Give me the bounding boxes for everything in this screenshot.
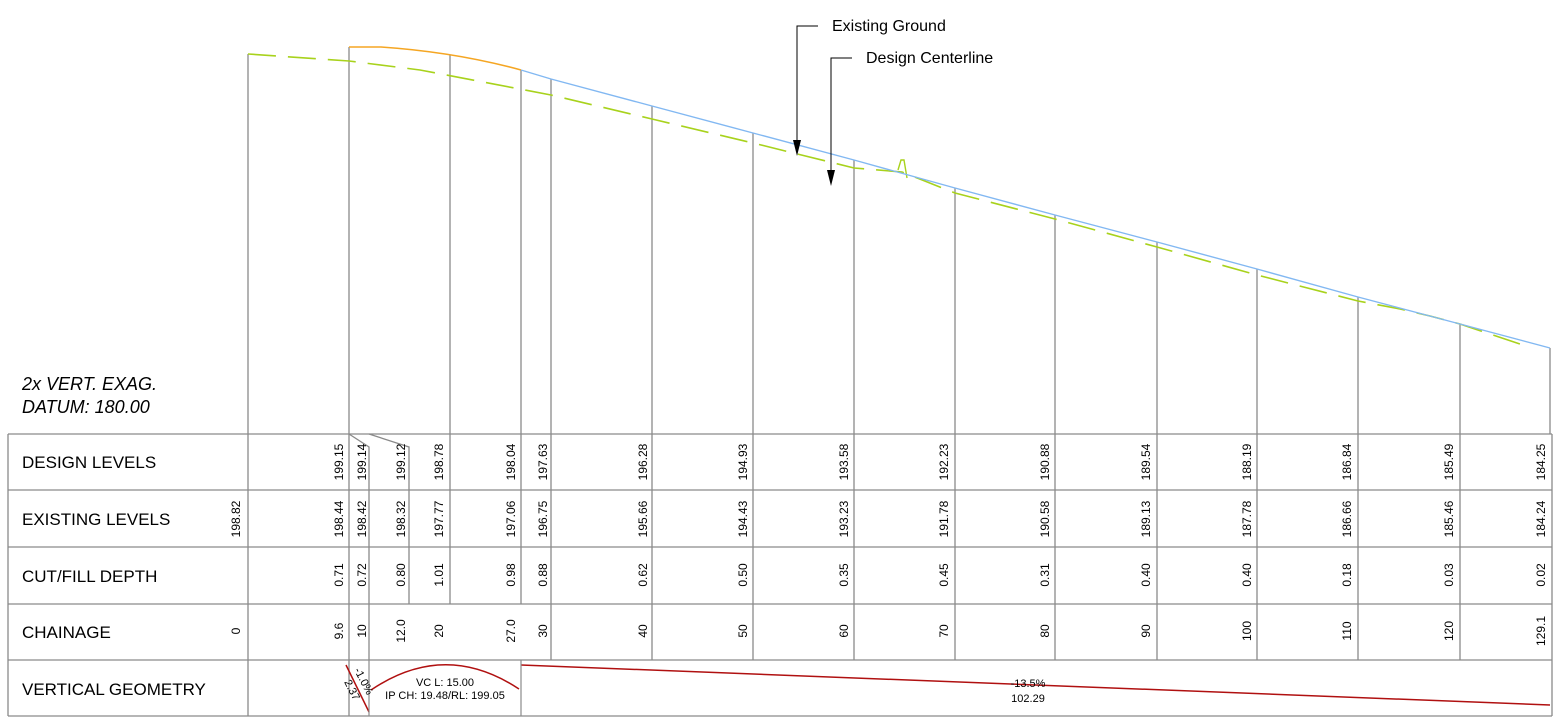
design-level-value: 189.54 — [1139, 443, 1153, 480]
cut-fill-value: 0.88 — [536, 563, 550, 587]
existing-level-value: 195.66 — [636, 500, 650, 537]
design-centerline-label: Design Centerline — [866, 50, 993, 67]
chainage-value: 12.0 — [394, 619, 408, 643]
data-table — [7, 433, 1553, 717]
cut-fill-value: 0.40 — [1139, 563, 1153, 587]
chainage-value: 80 — [1038, 624, 1052, 638]
arrow-head-icon — [827, 170, 835, 186]
cut-fill-value: 0.62 — [636, 563, 650, 587]
table-column-line — [368, 433, 410, 604]
vert-exag-note: 2x VERT. EXAG. — [22, 374, 158, 394]
table-column-lines — [247, 433, 1461, 716]
existing-level-value: 197.06 — [504, 500, 518, 537]
chainage-value: 40 — [636, 624, 650, 638]
design-level-value: 185.49 — [1442, 443, 1456, 480]
cut-fill-value: 0.02 — [1534, 563, 1548, 587]
existing-level-value: 191.78 — [937, 500, 951, 537]
existing-level-value: 184.24 — [1534, 500, 1548, 537]
vc-length: VC L: 15.00 — [416, 677, 474, 689]
design-vertical-curve — [349, 46, 522, 71]
existing-level-value: 190.58 — [1038, 500, 1052, 537]
grade2-percent: -13.5% — [1011, 678, 1046, 690]
table-column-line — [348, 433, 370, 660]
cut-fill-value: 1.01 — [432, 563, 446, 587]
datum-note: DATUM: 180.00 — [22, 397, 150, 417]
existing-level-value: 187.78 — [1240, 500, 1254, 537]
row-label-existing-levels: EXISTING LEVELS — [22, 510, 170, 529]
design-level-value: 199.15 — [332, 443, 346, 480]
cut-fill-value: 0.72 — [355, 563, 369, 587]
chainage-value: 20 — [432, 624, 446, 638]
existing-level-value: 197.77 — [432, 500, 446, 537]
existing-ground-line — [247, 53, 1521, 345]
existing-level-value: 186.66 — [1340, 500, 1354, 537]
cut-fill-value: 0.80 — [394, 563, 408, 587]
existing-level-value: 193.23 — [837, 500, 851, 537]
design-level-value: 192.23 — [937, 443, 951, 480]
cut-fill-value: 0.03 — [1442, 563, 1456, 587]
chainage-value: 50 — [736, 624, 750, 638]
chainage-value: 100 — [1240, 621, 1254, 641]
vertical-geometry-graphics — [345, 664, 1551, 713]
chainage-value: 120 — [1442, 621, 1456, 641]
cut-fill-value: 0.18 — [1340, 563, 1354, 587]
design-level-value: 196.28 — [636, 443, 650, 480]
row-label-vertical-geometry: VERTICAL GEOMETRY — [22, 680, 206, 699]
existing-level-value: 198.82 — [229, 500, 243, 537]
existing-level-value: 194.43 — [736, 500, 750, 537]
chainage-value: 90 — [1139, 624, 1153, 638]
grade2-length: 102.29 — [1011, 693, 1045, 705]
cut-fill-value: 0.45 — [937, 563, 951, 587]
design-level-value: 197.63 — [536, 443, 550, 480]
chainage-value: 30 — [536, 624, 550, 638]
row-label-design-levels: DESIGN LEVELS — [22, 453, 156, 472]
existing-level-value: 198.44 — [332, 500, 346, 537]
arrow-head-icon — [793, 140, 801, 156]
row-label-chainage: CHAINAGE — [22, 623, 111, 642]
cut-fill-value: 0.40 — [1240, 563, 1254, 587]
cut-fill-value: 0.35 — [837, 563, 851, 587]
existing-level-value: 185.46 — [1442, 500, 1456, 537]
cut-fill-value: 0.31 — [1038, 563, 1052, 587]
existing-ground-spike — [897, 159, 908, 179]
design-level-value: 198.78 — [432, 443, 446, 480]
chainage-value: 129.1 — [1534, 616, 1548, 646]
design-level-value: 184.25 — [1534, 443, 1548, 480]
design-level-value: 193.58 — [837, 443, 851, 480]
design-level-value: 198.04 — [504, 443, 518, 480]
design-centerline — [520, 69, 1551, 349]
chainage-value: 110 — [1340, 621, 1354, 640]
design-level-value: 199.14 — [355, 443, 369, 480]
chainage-value: 10 — [355, 624, 369, 638]
table-values: 198.82 0 199.15 198.44 0.71 9.6 199.14 198.42 0.… — [229, 443, 1548, 646]
chainage-value: 9.6 — [332, 622, 346, 639]
vc-ip: IP CH: 19.48/RL: 199.05 — [385, 690, 505, 702]
chainage-value: 70 — [937, 624, 951, 638]
cut-fill-value: 0.71 — [332, 563, 346, 587]
station-lines — [247, 47, 1551, 434]
chainage-value: 60 — [837, 624, 851, 638]
existing-level-value: 198.42 — [355, 500, 369, 537]
callout-design-centerline — [830, 57, 852, 176]
chainage-value: 27.0 — [504, 619, 518, 643]
design-level-value: 190.88 — [1038, 443, 1052, 480]
existing-level-value: 196.75 — [536, 500, 550, 537]
existing-level-value: 189.13 — [1139, 500, 1153, 537]
row-label-cut-fill: CUT/FILL DEPTH — [22, 567, 157, 586]
design-level-value: 188.19 — [1240, 443, 1254, 480]
design-level-value: 194.93 — [736, 443, 750, 480]
callout-existing-ground — [796, 25, 818, 148]
existing-ground-label: Existing Ground — [832, 18, 946, 35]
design-level-value: 199.12 — [394, 443, 408, 480]
cut-fill-value: 0.98 — [504, 563, 518, 587]
existing-level-value: 198.32 — [394, 500, 408, 537]
chainage-value: 0 — [229, 627, 243, 634]
design-level-value: 186.84 — [1340, 443, 1354, 480]
cut-fill-value: 0.50 — [736, 563, 750, 587]
